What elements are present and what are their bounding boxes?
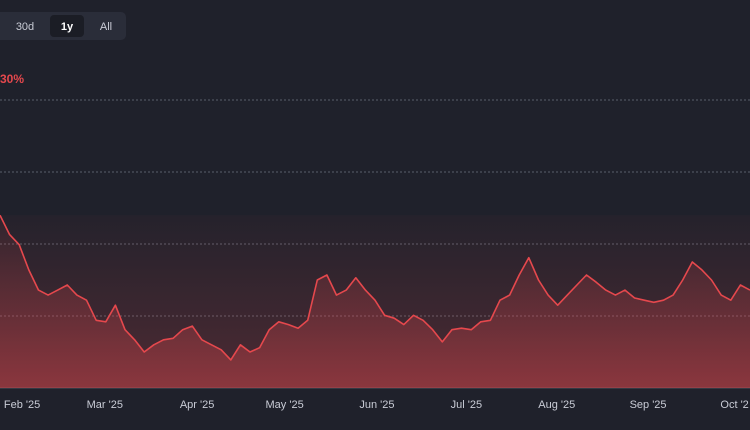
x-tick-label: Sep '25	[630, 399, 667, 411]
x-tick-label: Jul '25	[451, 399, 482, 411]
range-button[interactable]: 30d	[16, 21, 34, 33]
change-label: 30%	[0, 72, 24, 86]
price-line	[0, 214, 750, 361]
x-tick-label: May '25	[266, 399, 304, 411]
x-tick-label: Feb '25	[4, 399, 40, 411]
x-tick-label: Apr '25	[180, 399, 215, 411]
range-button-bg[interactable]	[50, 15, 84, 37]
x-tick-label: Aug '25	[538, 399, 575, 411]
x-tick-label: Oct '2	[720, 399, 748, 411]
x-tick-label: Mar '25	[87, 399, 123, 411]
x-tick-label: Jun '25	[359, 399, 394, 411]
range-button[interactable]: All	[100, 21, 112, 33]
range-button[interactable]: 1y	[61, 21, 74, 33]
